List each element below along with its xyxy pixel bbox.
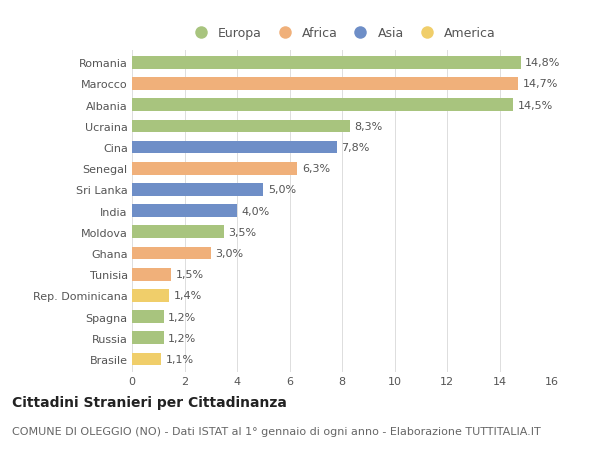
- Bar: [132, 141, 337, 154]
- Bar: [132, 310, 163, 323]
- Bar: [132, 247, 211, 260]
- Text: 1,2%: 1,2%: [168, 312, 196, 322]
- Bar: [132, 268, 172, 281]
- Bar: [132, 184, 263, 196]
- Bar: [132, 331, 163, 344]
- Bar: [132, 226, 224, 239]
- Text: 14,5%: 14,5%: [517, 101, 553, 111]
- Text: 4,0%: 4,0%: [242, 206, 270, 216]
- Bar: [132, 162, 298, 175]
- Text: 5,0%: 5,0%: [268, 185, 296, 195]
- Text: 14,8%: 14,8%: [525, 58, 560, 68]
- Bar: [132, 78, 518, 90]
- Text: 1,2%: 1,2%: [168, 333, 196, 343]
- Text: 8,3%: 8,3%: [355, 122, 383, 132]
- Bar: [132, 353, 161, 365]
- Text: 1,1%: 1,1%: [166, 354, 194, 364]
- Text: 14,7%: 14,7%: [523, 79, 558, 90]
- Text: COMUNE DI OLEGGIO (NO) - Dati ISTAT al 1° gennaio di ogni anno - Elaborazione TU: COMUNE DI OLEGGIO (NO) - Dati ISTAT al 1…: [12, 426, 541, 436]
- Text: 7,8%: 7,8%: [341, 143, 370, 153]
- Text: 1,5%: 1,5%: [176, 269, 204, 280]
- Bar: [132, 99, 512, 112]
- Legend: Europa, Africa, Asia, America: Europa, Africa, Asia, America: [185, 25, 499, 43]
- Text: 1,4%: 1,4%: [173, 291, 202, 301]
- Text: 3,5%: 3,5%: [229, 227, 257, 237]
- Text: Cittadini Stranieri per Cittadinanza: Cittadini Stranieri per Cittadinanza: [12, 395, 287, 409]
- Bar: [132, 57, 521, 69]
- Bar: [132, 120, 350, 133]
- Bar: [132, 289, 169, 302]
- Bar: [132, 205, 237, 218]
- Text: 3,0%: 3,0%: [215, 248, 244, 258]
- Text: 6,3%: 6,3%: [302, 164, 330, 174]
